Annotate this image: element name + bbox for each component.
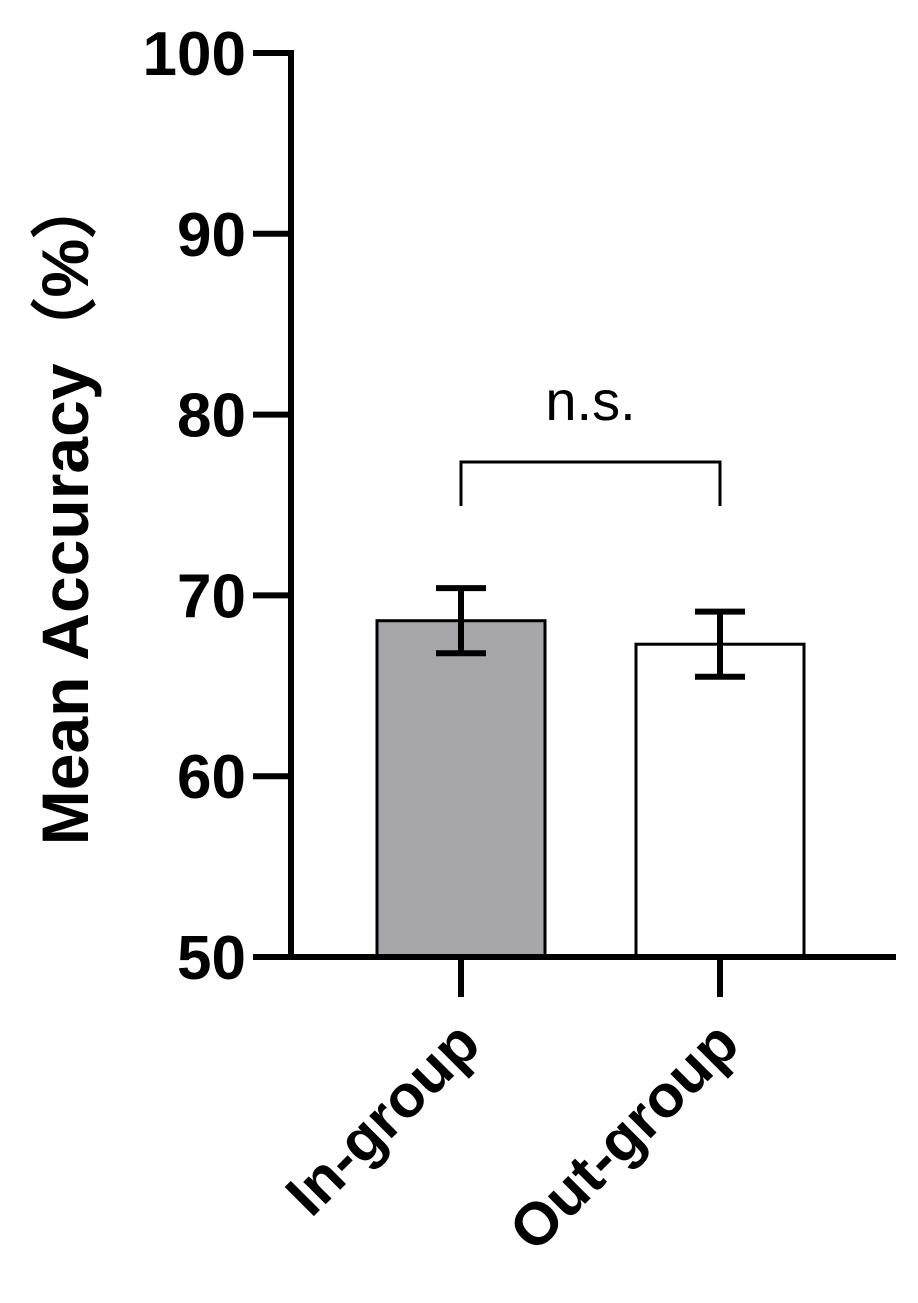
y-axis-title: Mean Accuracy（%） — [28, 173, 102, 845]
bar-out-group — [634, 642, 806, 959]
y-tick-label-70: 70 — [177, 562, 246, 631]
significance-bracket — [459, 460, 722, 506]
significance-label: n.s. — [545, 369, 635, 432]
bar-in-group — [375, 619, 547, 959]
y-tick-label-60: 60 — [177, 743, 246, 812]
y-tick-label-100: 100 — [143, 20, 246, 89]
x-tick-label-out-group: Out-group — [496, 1009, 751, 1264]
y-tick-label-80: 80 — [177, 382, 246, 451]
axes-layer — [253, 50, 896, 997]
y-tick-label-90: 90 — [177, 201, 246, 270]
bars-layer — [375, 585, 806, 959]
x-tick-label-in-group: In-group — [273, 1009, 492, 1228]
y-tick-label-50: 50 — [177, 924, 246, 993]
